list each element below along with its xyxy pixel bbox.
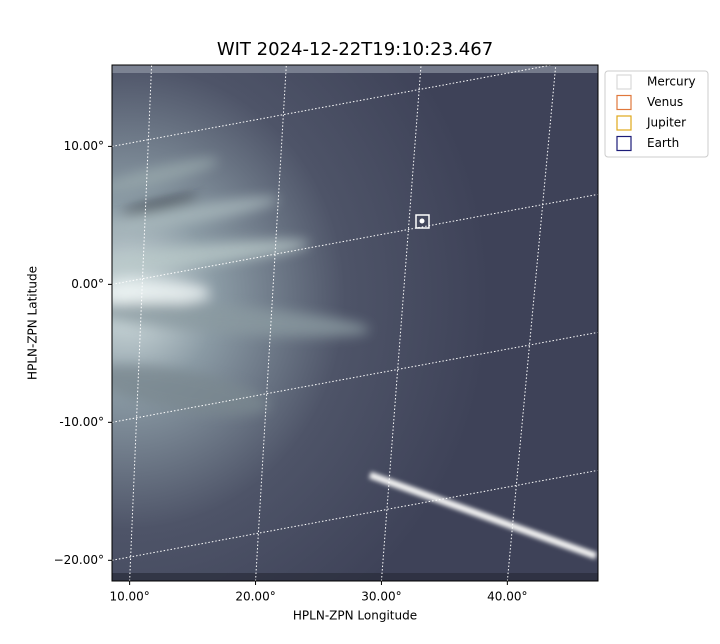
image <box>112 65 598 581</box>
legend-marker <box>616 135 632 152</box>
y-tick-label: 10.00° <box>64 139 104 153</box>
grid-line <box>506 64 557 582</box>
x-tick-label: 20.00° <box>235 590 275 604</box>
legend-label: Venus <box>647 95 683 109</box>
legend-frame <box>604 70 709 158</box>
legend-label: Mercury <box>647 75 696 89</box>
grid-line <box>380 64 422 582</box>
plot-frame <box>111 64 599 582</box>
x-tick-label: 10.00° <box>109 590 149 604</box>
y-tick-label: −20.00° <box>54 553 104 567</box>
y-axis-label: HPLN-ZPN Latitude <box>26 266 40 380</box>
legend-marker <box>616 94 632 111</box>
x-axis-label: HPLN-ZPN Longitude <box>293 609 417 623</box>
legend-label: Jupiter <box>646 116 686 130</box>
legend: Mercury Venus Jupiter Earth <box>604 70 709 158</box>
grid <box>111 55 599 582</box>
grid-line <box>255 64 287 582</box>
y-tick-label: -10.00° <box>59 415 104 429</box>
y-tick-label: 0.00° <box>71 277 104 291</box>
chart-title: WIT 2024-12-22T19:10:23.467 <box>217 39 493 60</box>
x-tick-label: 40.00° <box>487 590 527 604</box>
legend-marker <box>616 74 632 90</box>
legend-label: Earth <box>647 136 679 150</box>
legend-marker <box>616 115 632 131</box>
x-tick-label: 30.00° <box>361 590 401 604</box>
